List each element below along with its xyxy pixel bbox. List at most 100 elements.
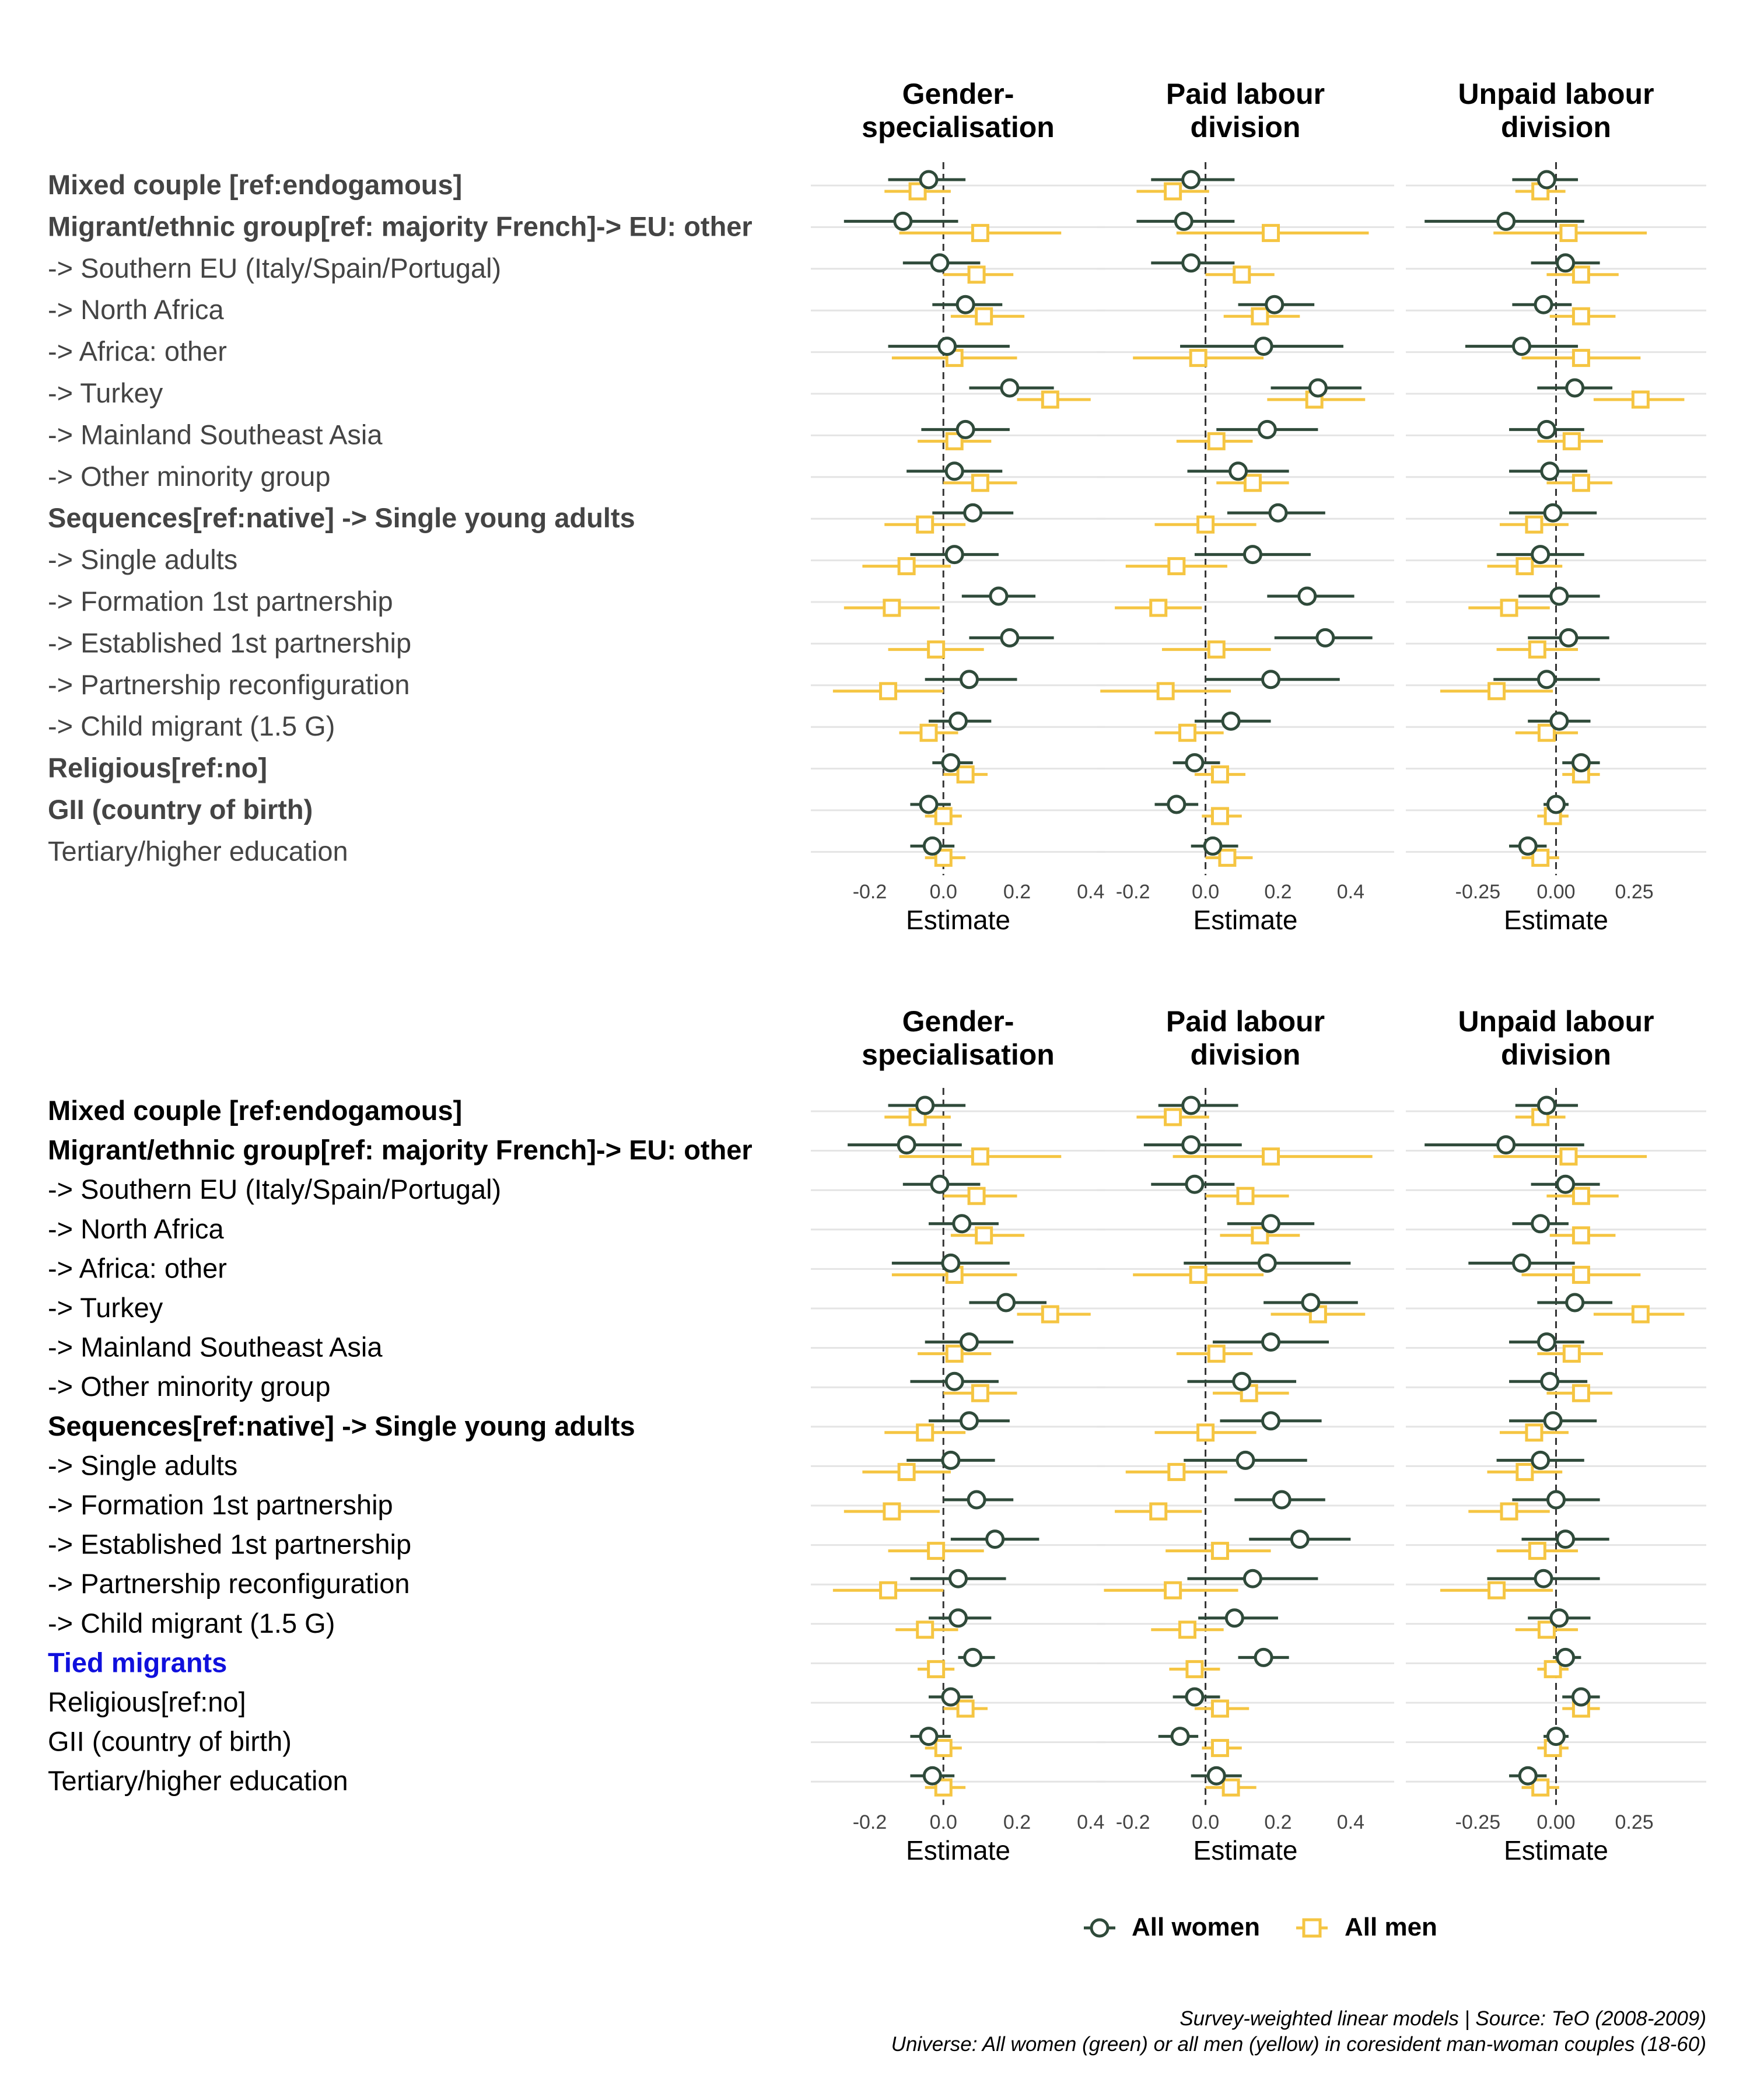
tick-label: 0.4: [1077, 881, 1104, 903]
women-point: [1228, 461, 1248, 481]
men-point: [1041, 1305, 1059, 1324]
women-point: [1167, 794, 1186, 814]
men-point: [1528, 640, 1546, 659]
women-point: [919, 170, 939, 190]
women-point: [1571, 753, 1591, 773]
tick-label: 0.0: [930, 881, 957, 903]
women-point: [1185, 1174, 1205, 1194]
men-point: [934, 1739, 953, 1758]
men-point: [1531, 848, 1550, 867]
women-point: [1254, 337, 1273, 356]
women-point: [1185, 1687, 1205, 1707]
men-point: [1196, 515, 1215, 534]
men-point: [927, 1660, 946, 1678]
men-point: [1210, 807, 1229, 825]
men-point: [1178, 723, 1196, 742]
women-point: [915, 1096, 935, 1115]
men-point: [1559, 223, 1578, 242]
men-point: [1500, 1502, 1518, 1521]
men-point: [1251, 307, 1269, 326]
men-point: [1531, 1778, 1550, 1797]
women-point: [1543, 503, 1563, 523]
tick-label: 0.0: [1192, 881, 1219, 903]
women-point: [1181, 253, 1201, 273]
row-label: Tied migrants: [48, 1647, 227, 1678]
tick-label: 0.00: [1536, 1811, 1575, 1833]
women-point: [1531, 1450, 1550, 1470]
women-point: [1290, 1530, 1310, 1549]
tick-label: 0.2: [1003, 881, 1031, 903]
men-point: [1572, 265, 1590, 284]
women-point: [1556, 253, 1576, 273]
men-point: [1178, 1620, 1196, 1639]
men-point: [1262, 1147, 1280, 1166]
men-point: [1156, 682, 1175, 701]
x-axis-label: Estimate: [1504, 905, 1608, 935]
men-point: [927, 640, 946, 659]
women-point: [1496, 1135, 1516, 1155]
x-axis-label: Estimate: [1504, 1835, 1608, 1866]
legend-men-label: All men: [1345, 1913, 1437, 1941]
forest-chart-1: Mixed couple [ref:endogamous] Migrant/eth…: [48, 78, 1706, 935]
women-point: [996, 1293, 1016, 1312]
men-point: [967, 1186, 986, 1205]
row-label: -> Formation 1st partnership: [48, 1489, 393, 1520]
row-label: -> Turkey: [48, 1292, 163, 1323]
row-label: -> Turkey: [48, 377, 163, 408]
tick-label: -0.25: [1455, 881, 1501, 903]
tick-label: 0.25: [1615, 1811, 1654, 1833]
women-point: [1297, 586, 1317, 606]
men-point: [1207, 432, 1226, 450]
women-point: [959, 1332, 979, 1352]
women-point: [949, 1608, 968, 1628]
women-point: [1265, 295, 1284, 314]
men-point: [1167, 557, 1186, 576]
men-point: [956, 1699, 975, 1718]
women-point: [1518, 1766, 1538, 1786]
men-point: [1528, 1542, 1546, 1560]
women-point: [1536, 670, 1556, 690]
men-point: [916, 1620, 935, 1639]
women-point: [949, 711, 968, 731]
legend-women-label: All women: [1132, 1913, 1260, 1941]
row-label: -> Africa: other: [48, 1252, 227, 1283]
women-point: [1242, 545, 1262, 565]
row-label: -> North Africa: [48, 1213, 225, 1244]
women-point: [1261, 1411, 1281, 1431]
women-point: [985, 1530, 1005, 1549]
women-point: [1254, 1647, 1273, 1667]
men-point: [1537, 1620, 1556, 1639]
women-point: [919, 794, 939, 814]
tick-label: 0.00: [1536, 881, 1575, 903]
women-point: [1261, 1332, 1281, 1352]
tick-label: -0.2: [1116, 1811, 1150, 1833]
tick-label: 0.2: [1003, 1811, 1031, 1833]
row-label: GII (country of birth): [48, 1726, 292, 1757]
women-point: [963, 1647, 983, 1667]
tick-label: 0.0: [1192, 1811, 1219, 1833]
women-point: [1224, 1608, 1244, 1628]
men-point: [1488, 682, 1506, 701]
row-label: -> Partnership reconfiguration: [48, 1568, 410, 1599]
charts-container: Mixed couple [ref:endogamous] Migrant/eth…: [48, 78, 1706, 1866]
men-point: [1185, 1660, 1204, 1678]
women-point: [1511, 337, 1531, 356]
women-point: [1257, 1253, 1277, 1273]
panel-title-line: specialisation: [862, 111, 1055, 144]
men-point: [1544, 1660, 1562, 1678]
women-point: [963, 503, 983, 523]
x-axis-label: Estimate: [906, 905, 1010, 935]
women-point: [956, 419, 975, 439]
panel-1: Gender-specialisation -0.2 0.0 0.2 0.4 Estima…: [811, 78, 1105, 935]
panel-title-line: division: [1501, 111, 1611, 144]
women-point: [1261, 1214, 1281, 1234]
men-point: [1210, 1542, 1229, 1560]
men-point: [1196, 1423, 1215, 1442]
women-point: [944, 461, 964, 481]
women-point: [1534, 295, 1553, 314]
men-point: [971, 223, 989, 242]
women-point: [1181, 1135, 1201, 1155]
men-point: [1572, 349, 1590, 368]
men-point: [1562, 1345, 1581, 1363]
men-point: [1572, 1186, 1590, 1205]
